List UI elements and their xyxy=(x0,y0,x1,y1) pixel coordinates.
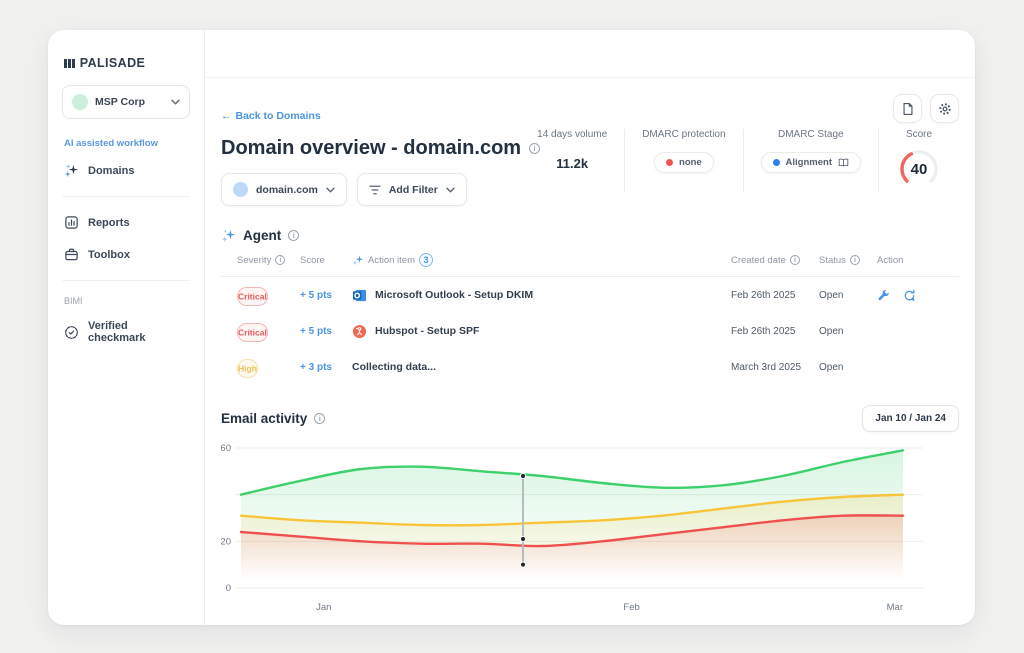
protection-status-pill: none xyxy=(654,152,714,173)
svg-text:0: 0 xyxy=(226,583,231,594)
app-window: PALISADE MSP Corp AI assisted workflow D… xyxy=(48,30,975,625)
sidebar-item-toolbox[interactable]: Toolbox xyxy=(62,244,190,265)
score-value: 40 xyxy=(910,160,928,178)
severity-badge: Critical xyxy=(237,322,268,342)
org-avatar xyxy=(72,94,88,110)
action-item-label: Collecting data... xyxy=(352,361,437,373)
book-icon xyxy=(838,158,849,167)
table-row[interactable]: High + 3 pts Collecting data... March 3r… xyxy=(221,349,959,385)
sparkles-icon xyxy=(64,164,79,178)
table-header: Severity i Score Action item 3 Created da… xyxy=(221,253,959,277)
gear-icon xyxy=(938,102,951,115)
back-to-domains-link[interactable]: ← Back to Domains xyxy=(221,110,321,122)
stage-status-pill[interactable]: Alignment xyxy=(760,152,861,173)
action-item-label: Hubspot - Setup SPF xyxy=(375,325,480,337)
palisade-logo-icon xyxy=(64,58,75,68)
table-row[interactable]: Critical + 5 pts Microsoft Outlook - Set… xyxy=(221,277,959,313)
stats-strip: 14 days volume 11.2k DMARC protection no… xyxy=(520,129,959,192)
score-gauge-arc xyxy=(900,150,938,188)
sidebar: PALISADE MSP Corp AI assisted workflow D… xyxy=(48,30,205,625)
back-arrow-icon: ← xyxy=(221,110,232,122)
chevron-down-icon xyxy=(171,99,180,105)
hubspot-icon xyxy=(352,324,367,338)
document-button[interactable] xyxy=(893,94,922,123)
brand-logo-text: PALISADE xyxy=(79,56,146,70)
agent-section-title: Agent xyxy=(243,228,282,243)
document-icon xyxy=(902,102,913,115)
sidebar-item-label: Verified checkmark xyxy=(88,320,146,344)
sparkles-icon xyxy=(352,255,364,266)
page-title: Domain overview - domain.com i xyxy=(221,137,959,160)
date-range-button[interactable]: Jan 10 / Jan 24 xyxy=(862,405,959,432)
svg-text:60: 60 xyxy=(221,443,231,454)
action-count-badge: 3 xyxy=(419,253,433,267)
filter-icon xyxy=(369,185,381,194)
action-item-label: Microsoft Outlook - Setup DKIM xyxy=(375,289,534,301)
agent-table: Severity i Score Action item 3 Created da… xyxy=(221,253,959,385)
info-icon[interactable]: i xyxy=(288,230,300,241)
email-activity-chart: 60 20 0 Jan Feb Mar xyxy=(220,440,959,623)
top-bar xyxy=(205,30,975,78)
chart-axis-labels: 60 20 0 Jan Feb Mar xyxy=(220,443,903,613)
sidebar-divider xyxy=(62,280,190,281)
chart-marker xyxy=(519,472,527,568)
info-icon[interactable]: i xyxy=(789,255,800,265)
badge-check-icon xyxy=(65,325,78,339)
content: ← Back to Domains xyxy=(205,78,975,625)
info-icon[interactable]: i xyxy=(314,413,326,424)
workflow-section-label: AI assisted workflow xyxy=(64,138,158,149)
stat-volume: 14 days volume 11.2k xyxy=(537,129,608,171)
sidebar-item-label: Toolbox xyxy=(88,248,130,261)
svg-text:Jan: Jan xyxy=(316,602,331,613)
chevron-down-icon xyxy=(326,187,335,192)
bar-chart-icon xyxy=(65,216,78,229)
svg-text:Mar: Mar xyxy=(887,602,903,613)
svg-text:Feb: Feb xyxy=(623,602,639,613)
org-name: MSP Corp xyxy=(95,96,145,108)
sidebar-item-label: Domains xyxy=(88,164,135,177)
sidebar-item-verified-checkmark[interactable]: Verified checkmark xyxy=(62,317,190,347)
settings-button[interactable] xyxy=(930,94,959,123)
chevron-down-icon xyxy=(446,187,455,192)
severity-badge: High xyxy=(237,358,258,378)
domain-selector[interactable]: domain.com xyxy=(221,173,347,206)
sidebar-divider xyxy=(62,196,190,197)
sidebar-item-label: Reports xyxy=(88,216,130,229)
domain-avatar xyxy=(233,182,248,197)
email-activity-title: Email activity xyxy=(221,411,308,426)
stat-dmarc-stage: DMARC Stage Alignment xyxy=(742,129,878,192)
org-selector[interactable]: MSP Corp xyxy=(62,85,190,119)
retry-history-icon[interactable] xyxy=(903,289,916,302)
severity-badge: Critical xyxy=(237,286,268,306)
table-row[interactable]: Critical + 5 pts Hubspot - Setup SPF Feb… xyxy=(221,313,959,349)
status-dot xyxy=(772,159,780,166)
stat-dmarc-protection: DMARC protection none xyxy=(624,129,742,192)
bimi-section-label: BIMI xyxy=(64,296,83,306)
sparkles-icon xyxy=(221,229,236,243)
brand-logo: PALISADE xyxy=(62,56,190,70)
sidebar-item-reports[interactable]: Reports xyxy=(62,212,190,233)
status-dot xyxy=(666,159,674,166)
score-gauge: 40 xyxy=(896,146,942,192)
main-area: ← Back to Domains xyxy=(205,30,975,625)
stat-score: Score 40 xyxy=(878,129,959,192)
sidebar-item-domains[interactable]: Domains xyxy=(62,160,190,181)
briefcase-icon xyxy=(65,248,78,261)
outlook-icon xyxy=(352,289,367,301)
fix-wrench-icon[interactable] xyxy=(877,289,890,302)
info-icon[interactable]: i xyxy=(275,255,286,265)
add-filter-button[interactable]: Add Filter xyxy=(356,173,467,206)
chart-series-lines xyxy=(239,449,905,548)
info-icon[interactable]: i xyxy=(529,143,541,154)
info-icon[interactable]: i xyxy=(849,255,860,265)
volume-value: 11.2k xyxy=(556,156,589,171)
svg-text:20: 20 xyxy=(221,536,231,547)
